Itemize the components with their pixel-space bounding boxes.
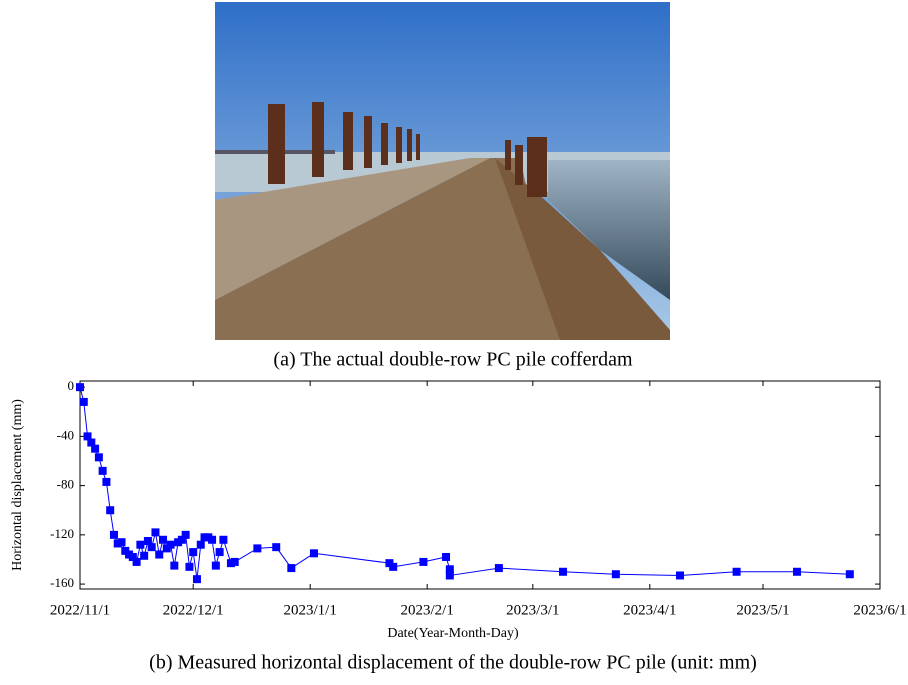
data-point [95,453,103,461]
x-tick-label: 2023/6/1 [853,602,906,618]
data-point [272,543,280,551]
data-point [495,564,503,572]
photo-caption: (a) The actual double-row PC pile coffer… [273,349,633,371]
data-point [389,563,397,571]
data-point [106,506,114,514]
y-tick-label: 0 [68,378,75,393]
x-tick-label: 2023/5/1 [736,602,789,618]
data-point [676,571,684,579]
plot-frame [80,381,880,589]
data-point [185,563,193,571]
data-point [197,541,205,549]
data-point [148,543,156,551]
data-point [170,562,178,570]
data-point [733,568,741,576]
data-point [189,548,197,556]
x-axis-title: Date(Year-Month-Day) [387,626,519,641]
data-point [76,383,84,391]
x-tick-label: 2022/12/1 [163,602,224,618]
data-point [80,398,88,406]
data-point [219,536,227,544]
y-tick-label: -160 [50,575,74,590]
data-point [155,551,163,559]
y-tick-label: -80 [57,477,74,492]
x-tick-label: 2023/1/1 [284,602,337,618]
chart-caption: (b) Measured horizontal displacement of … [149,652,757,674]
data-point [136,541,144,549]
data-point [193,575,201,583]
data-point [231,558,239,566]
data-point [446,571,454,579]
data-point [151,528,159,536]
data-point [91,445,99,453]
data-point [612,570,620,578]
figure: (a) The actual double-row PC pile coffer… [0,0,908,685]
y-axis-title: Horizontal displacement (mm) [10,399,25,571]
data-point [793,568,801,576]
data-point [212,562,220,570]
data-point [99,467,107,475]
data-point [846,570,854,578]
data-point [167,541,175,549]
data-point [287,564,295,572]
data-point [559,568,567,576]
data-point [253,544,261,552]
data-point [140,552,148,560]
x-tick-label: 2023/2/1 [400,602,453,618]
data-point [118,538,126,546]
y-tick-label: -40 [57,427,74,442]
data-point [102,478,110,486]
data-point [110,531,118,539]
data-point [133,558,141,566]
data-point [182,531,190,539]
data-point [159,536,167,544]
site-photo [215,2,670,340]
data-point [216,548,224,556]
data-point [442,553,450,561]
x-tick-label: 2023/3/1 [506,602,559,618]
y-tick-label: -120 [50,526,74,541]
data-point [419,558,427,566]
data-point [310,549,318,557]
x-tick-label: 2023/4/1 [623,602,676,618]
data-point [208,536,216,544]
x-tick-label: 2022/11/1 [50,602,110,618]
